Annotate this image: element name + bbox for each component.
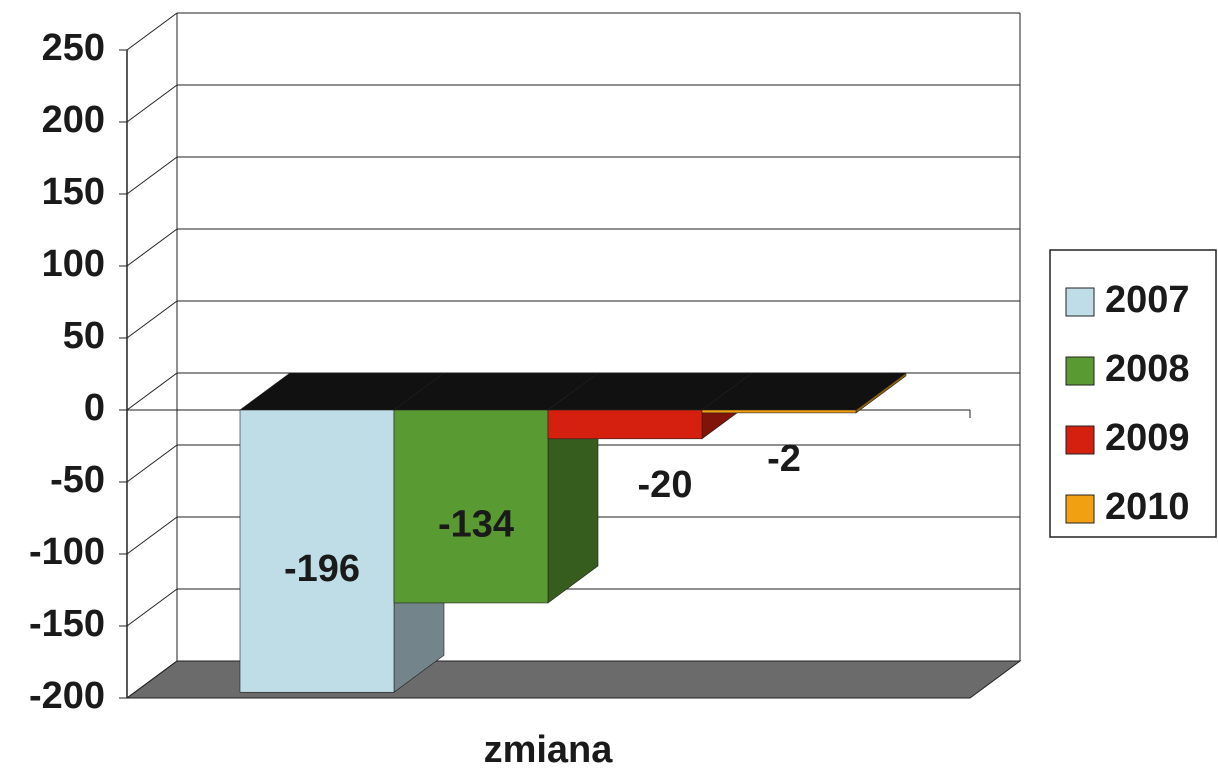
grid-line — [126, 588, 178, 627]
legend-label: 2010 — [1105, 486, 1190, 528]
bar — [701, 409, 857, 414]
legend-swatch — [1065, 356, 1095, 386]
legend-swatch — [1065, 287, 1095, 317]
grid-line — [126, 84, 178, 123]
bar — [239, 409, 395, 693]
y-tick-label: -150 — [29, 603, 105, 645]
legend-swatch — [1065, 494, 1095, 524]
y-tick-label: 150 — [42, 171, 105, 213]
y-tick-label: 200 — [42, 99, 105, 141]
data-label: -2 — [767, 438, 801, 480]
grid-line — [126, 516, 178, 555]
y-tick-label: 250 — [42, 27, 105, 69]
bar — [393, 409, 549, 604]
data-label: -196 — [284, 548, 360, 590]
y-tick-label: -100 — [29, 531, 105, 573]
y-tick-label: 100 — [42, 243, 105, 285]
grid-line — [126, 156, 178, 195]
grid-line — [126, 660, 178, 699]
y-tick-label: 0 — [84, 387, 105, 429]
data-label: -20 — [638, 464, 693, 506]
grid-line — [126, 372, 178, 411]
legend-swatch — [1065, 425, 1095, 455]
grid-line — [126, 228, 178, 267]
y-tick-label: -200 — [29, 675, 105, 717]
legend-label: 2007 — [1105, 279, 1190, 321]
grid-line — [126, 444, 178, 483]
data-label: -134 — [438, 504, 514, 546]
bar — [547, 409, 703, 440]
category-label: zmiana — [484, 729, 614, 771]
legend-label: 2008 — [1105, 348, 1190, 390]
grid-line — [126, 300, 178, 339]
y-tick-label: 50 — [63, 315, 105, 357]
y-tick-label: -50 — [50, 459, 105, 501]
grid-line — [126, 12, 178, 51]
legend-label: 2009 — [1105, 417, 1190, 459]
